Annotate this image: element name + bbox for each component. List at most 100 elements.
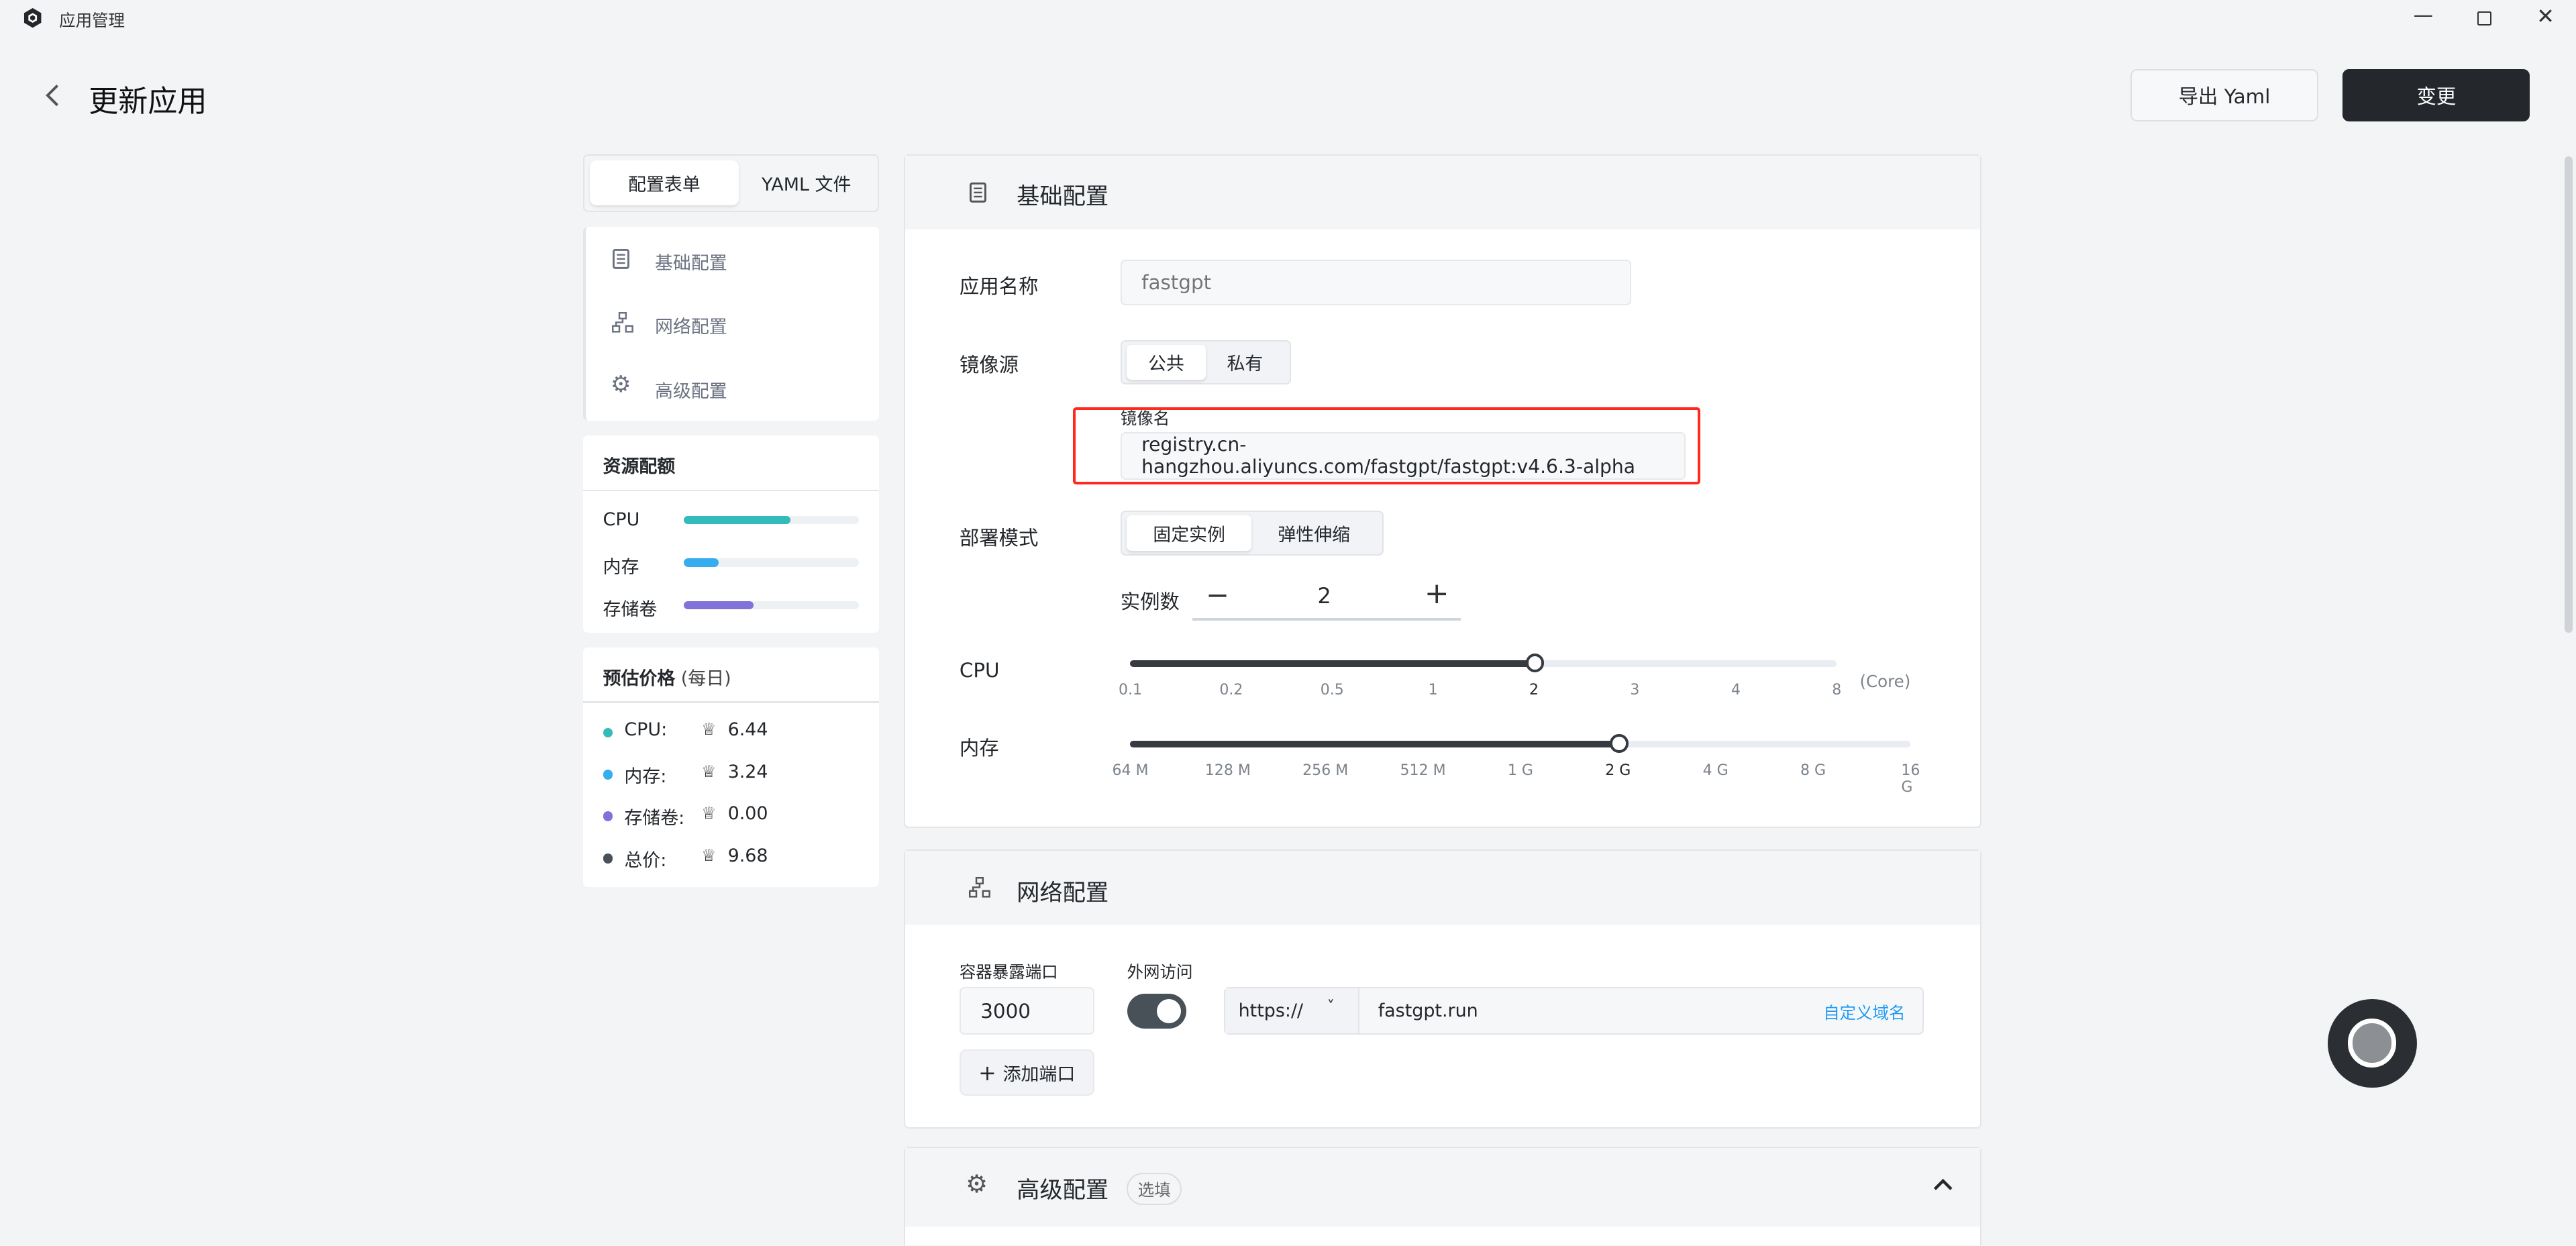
public-access-label: 外网访问: [1127, 962, 1193, 982]
image-source-public[interactable]: 公共: [1127, 344, 1206, 380]
slider-tick[interactable]: 0.1: [1118, 682, 1142, 699]
resource-quota-card: 资源配额 CPU 内存 存储卷: [583, 435, 879, 633]
slider-tick[interactable]: 3: [1630, 682, 1640, 699]
deploy-mode-autoscale[interactable]: 弹性伸缩: [1278, 524, 1351, 546]
slider-fill: [1130, 741, 1618, 747]
chevron-down-icon: ˅: [1327, 998, 1335, 1016]
title-bar: 应用管理 — ✕: [0, 0, 2576, 36]
minimize-icon[interactable]: —: [2413, 3, 2433, 26]
slider-thumb[interactable]: [1610, 734, 1629, 753]
slider-tick[interactable]: 8 G: [1800, 762, 1826, 780]
quota-bar-cpu: [683, 515, 860, 524]
network-config-header: 网络配置: [905, 850, 1980, 925]
slider-tick[interactable]: 64 M: [1112, 762, 1149, 780]
price-title: 预估价格 (每日): [603, 664, 731, 690]
divider: [583, 489, 879, 492]
gear-icon: ⚙: [610, 371, 631, 399]
slider-tick[interactable]: 4: [1731, 682, 1741, 699]
slider-tick[interactable]: 1 G: [1507, 762, 1533, 780]
form-mode-tabs: 配置表单 YAML 文件: [583, 154, 879, 212]
public-access-toggle[interactable]: [1127, 994, 1186, 1029]
replicas-label: 实例数: [1120, 590, 1180, 614]
slider-tick[interactable]: 128 M: [1204, 762, 1251, 780]
section-nav: 基础配置 网络配置 ⚙ 高级配置: [583, 226, 879, 421]
slider-tick[interactable]: 2: [1529, 682, 1539, 699]
highlight-box: [1072, 407, 1701, 485]
gear-icon: ⚙: [966, 1169, 988, 1198]
price-label: 内存:: [624, 766, 667, 787]
nav-item-network[interactable]: 网络配置: [609, 307, 855, 344]
protocol-value: https://: [1238, 1000, 1304, 1021]
tab-yaml-file[interactable]: YAML 文件: [761, 174, 852, 196]
price-dot: [603, 811, 613, 822]
price-card: 预估价格 (每日) CPU: ♕ 6.44 内存: ♕ 3.24 存储卷: ♕ …: [583, 647, 879, 888]
submit-change-button[interactable]: 变更: [2342, 68, 2530, 122]
image-name-input[interactable]: registry.cn-hangzhou.aliyuncs.com/fastgp…: [1120, 431, 1686, 480]
slider-tick[interactable]: 16 G: [1901, 762, 1920, 796]
restore-icon[interactable]: [2477, 11, 2492, 26]
price-value: 6.44: [727, 719, 768, 741]
replicas-value[interactable]: 2: [1317, 583, 1331, 609]
app-name-input[interactable]: [1120, 259, 1632, 306]
price-value: 9.68: [727, 845, 768, 866]
price-dot: [603, 727, 613, 738]
tab-config-form[interactable]: 配置表单: [589, 160, 739, 205]
slider-tick[interactable]: 4 G: [1702, 762, 1729, 780]
price-dot: [603, 770, 613, 780]
quota-label: CPU: [603, 509, 640, 530]
nav-item-basic[interactable]: 基础配置: [609, 243, 855, 279]
slider-tick[interactable]: 2 G: [1605, 762, 1631, 780]
slider-tick[interactable]: 0.5: [1320, 682, 1344, 699]
add-port-label: 添加端口: [1002, 1064, 1076, 1086]
window-title: 应用管理: [59, 11, 125, 31]
slider-tick[interactable]: 512 M: [1400, 762, 1446, 780]
ring-icon: [2347, 1018, 2397, 1068]
slider-tick[interactable]: 0.2: [1219, 682, 1243, 699]
protocol-select[interactable]: https:// ˅: [1225, 988, 1360, 1033]
advanced-config-header[interactable]: ⚙ 高级配置 选填: [905, 1147, 1980, 1227]
price-label: CPU:: [624, 719, 668, 741]
decrement-button[interactable]: −: [1206, 578, 1229, 611]
advanced-config-card: ⚙ 高级配置 选填: [903, 1146, 1981, 1245]
optional-badge: 选填: [1127, 1172, 1182, 1206]
quota-title: 资源配额: [603, 456, 676, 478]
deploy-mode-label: 部署模式: [959, 526, 1039, 550]
cpu-slider[interactable]: 0.1 0.2 0.5 1 2 3 4 8: [1119, 654, 1841, 709]
memory-label: 内存: [959, 736, 999, 760]
image-source-private[interactable]: 私有: [1227, 354, 1264, 375]
slider-tick[interactable]: 1: [1428, 682, 1438, 699]
memory-slider[interactable]: 64 M 128 M 256 M 512 M 1 G 2 G 4 G 8 G 16 G: [1112, 734, 1920, 796]
slider-tick[interactable]: 8: [1832, 682, 1842, 699]
nav-item-advanced[interactable]: ⚙ 高级配置: [609, 371, 855, 407]
divider: [583, 701, 879, 703]
back-chevron-icon[interactable]: [44, 84, 64, 107]
section-title: 基础配置: [1017, 183, 1109, 210]
coin-icon: ♕: [701, 845, 717, 865]
slider-thumb[interactable]: [1525, 654, 1545, 673]
coin-icon: ♕: [701, 719, 717, 739]
slider-tick[interactable]: 256 M: [1302, 762, 1349, 780]
image-source-label: 镜像源: [959, 354, 1019, 377]
document-icon: [970, 183, 987, 203]
custom-domain-link[interactable]: 自定义域名: [1823, 1002, 1906, 1023]
export-yaml-button[interactable]: 导出 Yaml: [2130, 68, 2318, 122]
cpu-label: CPU: [959, 658, 1000, 682]
quota-bar-storage: [683, 601, 860, 610]
scrollbar-thumb[interactable]: [2564, 156, 2573, 633]
section-title: 高级配置: [1017, 1177, 1109, 1204]
network-icon: [969, 876, 990, 898]
coin-icon: ♕: [701, 761, 717, 781]
quota-bar-memory: [683, 558, 860, 567]
add-port-button[interactable]: + 添加端口: [959, 1049, 1094, 1096]
close-icon[interactable]: ✕: [2536, 3, 2555, 29]
chevron-up-icon[interactable]: [1933, 1178, 1953, 1191]
replicas-stepper: − 2 +: [1192, 576, 1461, 621]
image-name-label: 镜像名: [1120, 408, 1170, 428]
port-input[interactable]: 3000: [959, 987, 1094, 1035]
increment-button[interactable]: +: [1424, 576, 1449, 611]
toggle-knob: [1156, 998, 1182, 1024]
deploy-mode-fixed[interactable]: 固定实例: [1127, 515, 1252, 551]
page-title: 更新应用: [89, 85, 207, 119]
floating-assistant-button[interactable]: [2328, 998, 2417, 1088]
